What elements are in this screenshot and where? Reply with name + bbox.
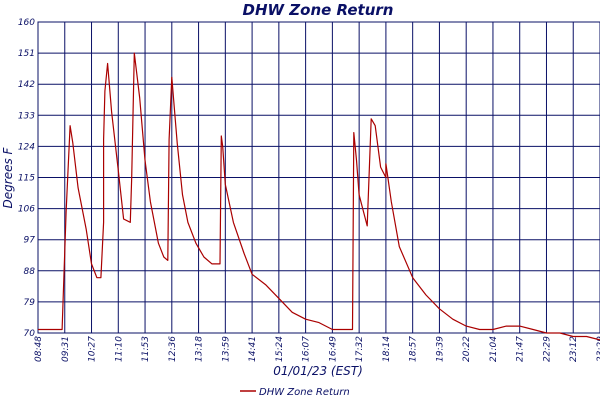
- x-tick-label: 22:29: [542, 336, 552, 362]
- y-tick-label: 97: [24, 236, 36, 246]
- x-tick-label: 21:47: [516, 336, 526, 362]
- y-tick-label: 133: [18, 111, 35, 121]
- y-tick-label: 79: [24, 298, 36, 308]
- x-tick-label: 23:29: [596, 336, 600, 362]
- x-tick-label: 14:41: [248, 336, 258, 362]
- grid-lines: [38, 22, 600, 333]
- x-tick-label: 15:24: [275, 336, 285, 362]
- y-tick-label: 70: [24, 329, 36, 339]
- x-tick-label: 20:22: [462, 336, 472, 362]
- x-tick-label: 18:14: [382, 336, 392, 362]
- x-tick-label: 13:59: [221, 336, 231, 362]
- x-tick-label: 10:27: [88, 336, 98, 362]
- x-tick-labels: 08:48 09:31 10:27 11:10 11:53 12:36 13:18 13:59…: [34, 336, 600, 362]
- x-tick-label: 11:10: [114, 336, 124, 362]
- x-tick-label: 19:39: [435, 336, 445, 362]
- x-axis-title: 01/01/23 (EST): [273, 364, 363, 378]
- y-tick-label: 115: [18, 174, 35, 184]
- x-tick-label: 18:57: [409, 336, 419, 362]
- legend-label: DHW Zone Return: [259, 387, 350, 398]
- y-tick-label: 142: [18, 80, 35, 90]
- y-tick-labels: 70 79 88 97 106 115 124 133 142 151 160: [18, 18, 35, 339]
- y-tick-label: 160: [18, 18, 35, 28]
- x-tick-label: 12:36: [168, 336, 178, 362]
- series-line-dhw-zone-return: [38, 52, 600, 341]
- y-tick-label: 151: [18, 49, 35, 59]
- x-tick-label: 16:07: [302, 336, 312, 362]
- x-tick-label: 17:32: [355, 336, 365, 362]
- x-tick-label: 21:04: [489, 336, 499, 362]
- x-tick-label: 09:31: [61, 336, 71, 362]
- series-lines: [38, 52, 600, 341]
- y-tick-label: 124: [18, 142, 35, 152]
- y-tick-label: 88: [24, 267, 36, 277]
- x-tick-label: 16:49: [328, 336, 338, 362]
- chart-title: DHW Zone Return: [243, 1, 394, 19]
- x-tick-label: 08:48: [34, 336, 44, 362]
- x-tick-label: 11:53: [141, 336, 151, 362]
- y-tick-label: 106: [18, 205, 35, 215]
- x-tick-label: 23:12: [569, 336, 579, 362]
- y-axis-title: Degrees F: [1, 146, 15, 208]
- legend: DHW Zone Return: [240, 387, 350, 398]
- x-tick-label: 13:18: [195, 336, 205, 362]
